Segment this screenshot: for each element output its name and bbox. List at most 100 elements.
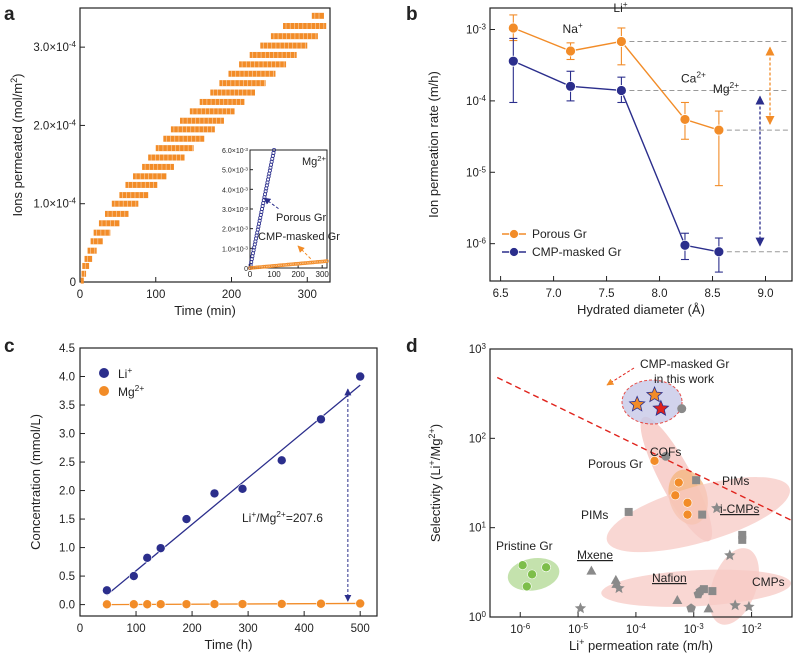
plot-frame [79,7,331,283]
inset-masked-point [272,264,276,268]
y-tick-label: 0.5 [59,571,75,583]
x-axis-label: Hydrated diameter (Å) [577,302,705,317]
x-tick-label: 8.5 [705,288,721,300]
y-tick-label: 10-5 [466,165,486,180]
y-axis-label: Ions permeated (mol/m2) [9,73,25,216]
legend-label: Li+ [118,365,132,381]
ion-label: Li+ [613,0,627,15]
inset-masked-point [258,265,263,269]
inset-masked-point [290,262,295,267]
x-tick-label: 300 [239,623,258,635]
porous-label: Porous Gr [588,457,643,471]
inset-masked-point [309,260,314,265]
y-tick-label: 10-4 [466,93,486,108]
inset-x-tick-label: 100 [267,270,281,279]
step-segment [210,89,255,96]
gray-star-point [729,599,741,611]
y-axis-label: Selectivity (Li+/Mg2+) [427,424,443,542]
x-tick-label: 10-4 [626,622,646,637]
inset-masked-point [251,265,256,270]
inset-masked-point [296,261,300,266]
data-point [237,484,248,494]
upper-bound-line [496,376,793,522]
inset-masked-point [318,259,323,264]
panel-d-label: d [406,336,418,357]
gray-square-point [708,587,717,596]
step-segment [228,70,276,77]
this-work-star [628,395,646,412]
y-tick-label: 4.0 [59,372,75,384]
y-tick-label: 0.0 [59,600,75,612]
step-segment [180,117,224,124]
step-segment [81,270,87,277]
step-segment [93,229,111,236]
this-work-star [652,399,670,416]
cmps-label: CMPs [752,575,785,589]
panel-a-label: a [4,4,15,25]
y-axis-label: Ion permeation rate (m/h) [426,71,441,218]
this-work-label: CMP-masked Gr [640,357,729,371]
pims-label-2: PIMs [581,508,608,522]
inset-masked-point [248,266,252,270]
x-tick-label: 10-3 [684,622,704,637]
legend-marker [99,386,109,396]
x-axis-label: Li+ permeation rate (m/h) [569,637,713,653]
porous-point [673,477,684,488]
data-point [237,599,248,609]
step-segment [249,51,297,58]
inset-y-tick-label: 3.0×10-3 [222,206,248,215]
data-point [565,45,576,57]
inset-masked-point [320,259,324,264]
data-point [615,36,627,47]
x-tick-label: 400 [295,623,314,635]
legend-label: Porous Gr [532,227,587,241]
y-tick-label: 3.5 [59,400,75,412]
panel-c-label: c [4,336,15,357]
gray-square-point [738,535,747,544]
x-tick-label: 10-5 [568,622,588,637]
x-tick-label: 200 [222,289,241,301]
inset-masked-point [321,259,326,264]
x-tick-label: 100 [146,289,165,301]
y-tick-label: 2.5 [59,457,75,469]
ion-label: Mg2+ [713,80,739,96]
inset-masked-point [289,262,293,267]
inset-masked-point [294,262,299,266]
inset-masked-point [268,264,273,269]
data-point [128,571,139,581]
gray-triangle-point [586,565,597,575]
inset-y-tick-label: 0 [244,266,248,273]
chart-c: 0 100 200 300 400 500 0.0 0.5 1.0 1.5 2.0 2.5 3.0 3.5… [28,343,378,652]
inset-masked-arrow [297,245,312,260]
inset-masked-point [325,259,329,263]
step-segment [199,98,245,105]
data-point [128,599,139,610]
gray-square-point [624,507,633,516]
y-tick-label: 100 [469,610,487,625]
step-segment [283,23,327,30]
step-segment [82,262,90,269]
porous-point [682,497,693,508]
inset-masked-point [261,264,266,269]
inset-masked-point [275,263,280,268]
pristine-point [541,562,551,573]
cofs-label: COFs [650,445,681,459]
step-segment [87,247,97,254]
x-tick-label: 6.5 [493,288,509,300]
data-point [155,543,166,553]
data-point [507,22,519,34]
inset-x-tick-label: 200 [291,270,305,279]
y-tick-label: 101 [469,520,487,535]
step-segment [111,200,139,207]
inset-masked-point [297,261,302,266]
y-tick-label: 4.5 [59,343,75,355]
step-segment [189,108,235,115]
inset-masked-point [313,260,317,265]
data-point [102,599,112,610]
data-point [102,585,112,596]
y-axis-label: Concentration (mmol/L) [28,414,43,550]
step-segment [98,220,120,227]
inset-y-tick-label: 2.0×10-3 [222,225,248,234]
legend-marker [509,229,519,239]
